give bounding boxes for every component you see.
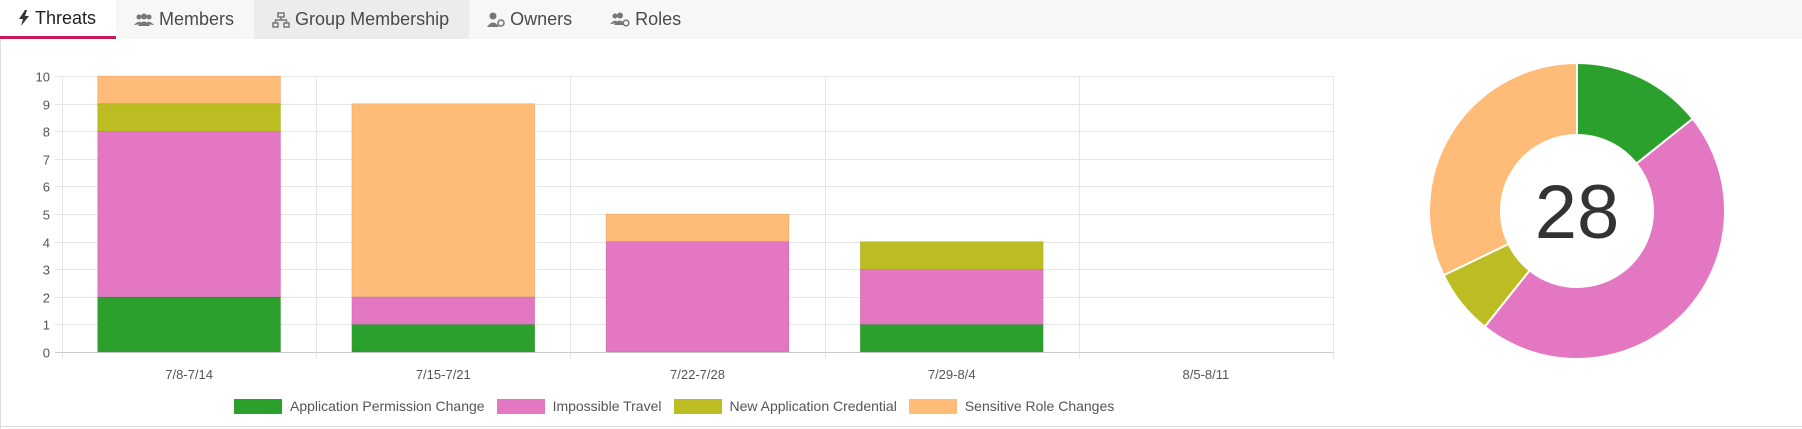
threats-donut-chart: 28 (1428, 61, 1726, 360)
legend-item-new-app-credential[interactable]: New Application Credential (673, 398, 897, 414)
x-tick-label: 7/22-7/28 (670, 367, 725, 382)
panel-border-left (0, 39, 1, 429)
panel-border-bottom (0, 426, 1802, 427)
bar-segment (605, 213, 790, 243)
bar-segment (351, 103, 536, 298)
y-tick-label: 9 (43, 98, 50, 113)
bar-segment (351, 323, 536, 353)
bar-segment (605, 241, 790, 353)
y-tick-label: 2 (43, 291, 50, 306)
legend-swatch (673, 398, 722, 414)
legend-item-sensitive-role[interactable]: Sensitive Role Changes (908, 398, 1115, 414)
bar-segment (97, 103, 282, 132)
legend-label: Sensitive Role Changes (964, 398, 1115, 414)
tab-label: Members (159, 9, 235, 29)
bar-segment (859, 241, 1044, 270)
threats-bar-chart: 0 1 2 3 4 5 6 7 8 9 10 7/8-7/14 7/15-7/21 7/22-7/28 7/… (36, 70, 1334, 382)
tab-owners[interactable]: Owners (469, 0, 592, 39)
legend-label: New Application Credential (729, 398, 897, 414)
users-icon (134, 13, 155, 27)
bar-segment (859, 323, 1044, 353)
tab-threats[interactable]: Threats (0, 0, 117, 39)
legend-label: Application Permission Change (290, 398, 485, 414)
tab-label: Group Membership (295, 9, 450, 29)
legend-item-impossible-travel[interactable]: Impossible Travel (496, 398, 662, 414)
legend-item-app-permission[interactable]: Application Permission Change (234, 398, 485, 414)
users-cog-icon (610, 12, 630, 27)
user-cog-icon (487, 12, 505, 27)
legend-swatch (234, 398, 282, 414)
donut-slice (1483, 117, 1726, 360)
y-tick-label: 7 (43, 153, 50, 168)
tab-group-membership[interactable]: Group Membership (254, 0, 470, 39)
bar-segment (97, 296, 282, 353)
bar-segment (351, 296, 536, 325)
legend-swatch (496, 398, 545, 414)
y-tick-label: 5 (43, 208, 50, 223)
tab-label: Threats (35, 7, 97, 28)
tab-roles[interactable]: Roles (592, 0, 701, 39)
x-tick-label: 8/5-8/11 (1183, 367, 1230, 382)
x-tick-label: 7/15-7/21 (416, 367, 471, 382)
bar-segment (97, 130, 282, 298)
sitemap-icon (272, 11, 290, 28)
bolt-icon (18, 10, 30, 26)
legend-label: Impossible Travel (552, 398, 662, 414)
y-tick-label: 3 (43, 263, 50, 278)
y-tick-label: 0 (43, 346, 50, 361)
x-tick-label: 7/8-7/14 (165, 367, 213, 382)
y-tick-label: 6 (43, 180, 50, 195)
chart-legend: Application Permission Change Impossible… (234, 398, 1114, 414)
tab-label: Owners (510, 9, 573, 29)
bar-segment (97, 75, 282, 105)
tab-label: Roles (635, 9, 682, 29)
y-tick-label: 10 (36, 70, 50, 85)
y-tick-label: 8 (43, 125, 50, 140)
donut-center-total: 28 (1535, 170, 1620, 255)
donut-slice (1428, 61, 1578, 277)
x-tick-label: 7/29-8/4 (928, 367, 976, 382)
tab-members[interactable]: Members (116, 0, 254, 39)
y-tick-label: 4 (43, 236, 50, 251)
bar-segment (859, 268, 1044, 325)
tab-bar: Threats Members Group Membership Owners (0, 0, 1802, 39)
legend-swatch (908, 398, 957, 414)
y-tick-label: 1 (43, 318, 50, 333)
